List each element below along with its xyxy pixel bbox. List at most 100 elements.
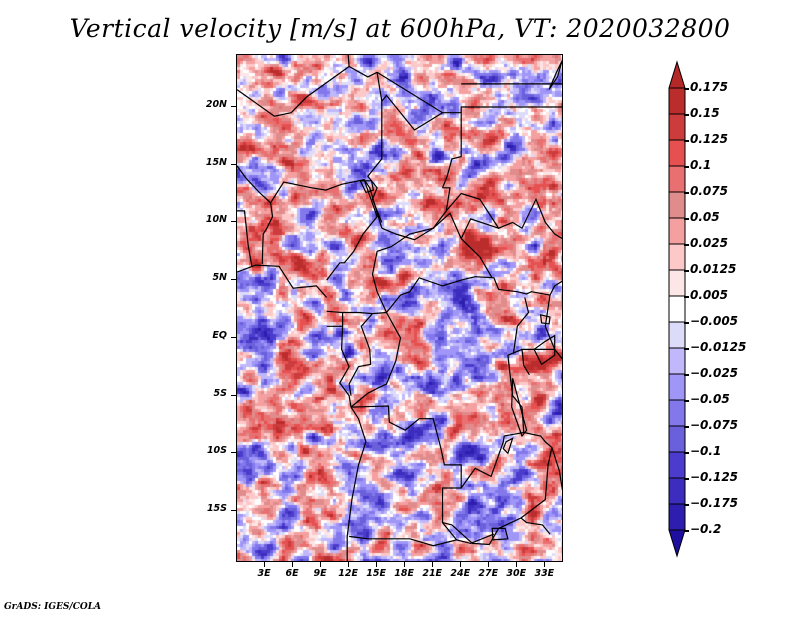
country-border xyxy=(237,264,328,298)
x-tick-label: 12E xyxy=(338,568,358,579)
colorbar-box xyxy=(668,269,686,297)
country-border xyxy=(326,179,378,281)
colorbar-level-label: −0.0125 xyxy=(690,340,747,354)
colorbar-level-label: 0.075 xyxy=(690,184,728,198)
country-border xyxy=(237,210,253,267)
colorbar-level-label: −0.075 xyxy=(690,418,739,432)
colorbar-level-label: 0.0125 xyxy=(690,262,737,276)
colorbar-tick xyxy=(684,348,689,350)
y-tick-label: 15S xyxy=(206,503,227,515)
colorbar-tick xyxy=(684,530,689,532)
colorbar-level-label: 0.175 xyxy=(690,80,728,94)
country-border xyxy=(270,179,383,229)
y-tick-label: 5N xyxy=(212,272,227,284)
colorbar-level-label: 0.125 xyxy=(690,132,728,146)
lake-outline xyxy=(359,180,375,194)
country-border xyxy=(460,106,562,113)
lake-outline xyxy=(491,527,509,541)
country-border xyxy=(460,431,524,489)
colorbar-level-label: −0.025 xyxy=(690,366,739,380)
colorbar-box xyxy=(668,295,686,323)
x-tick-label: 27E xyxy=(478,568,499,579)
colorbar-box xyxy=(668,347,686,375)
colorbar-box xyxy=(668,165,686,193)
colorbar-tick xyxy=(684,88,689,90)
colorbar-tick xyxy=(684,504,689,506)
colorbar-min-triangle xyxy=(668,529,686,558)
colorbar-tick xyxy=(684,270,689,272)
x-tick-label: 15E xyxy=(366,568,386,579)
x-tick xyxy=(264,562,266,567)
chart-title: Vertical velocity [m/s] at 600hPa, VT: 2… xyxy=(69,14,731,43)
grads-credit: GrADS: IGES/COLA xyxy=(4,602,102,612)
country-border xyxy=(348,313,373,396)
lake-outline xyxy=(533,334,556,366)
colorbar-tick xyxy=(684,452,689,454)
colorbar-level-label: 0.1 xyxy=(690,158,712,172)
colorbar-level-label: 0.005 xyxy=(690,288,728,302)
x-tick-label: 6E xyxy=(285,568,299,579)
y-tick xyxy=(231,279,236,281)
colorbar-box xyxy=(668,87,686,115)
colorbar-box xyxy=(668,139,686,167)
x-tick-label: 18E xyxy=(394,568,415,579)
country-border xyxy=(347,55,350,67)
country-border xyxy=(326,310,344,327)
colorbar-box xyxy=(668,373,686,401)
lake-outline xyxy=(539,314,551,325)
y-tick xyxy=(231,163,236,165)
x-tick xyxy=(544,562,546,567)
colorbar-tick xyxy=(684,166,689,168)
colorbar-level-label: −0.2 xyxy=(690,522,722,536)
colorbar-box xyxy=(668,113,686,141)
country-border xyxy=(237,165,274,265)
x-tick xyxy=(348,562,350,567)
map-plot-area xyxy=(236,54,563,562)
y-tick-label: 10N xyxy=(205,214,227,226)
x-tick xyxy=(320,562,322,567)
x-tick xyxy=(460,562,462,567)
colorbar-tick xyxy=(684,426,689,428)
colorbar-box xyxy=(668,477,686,505)
country-border xyxy=(367,72,383,223)
country-border xyxy=(376,71,462,189)
y-tick-label: 20N xyxy=(205,98,227,110)
x-tick xyxy=(516,562,518,567)
y-tick xyxy=(231,452,236,454)
colorbar-box xyxy=(668,191,686,219)
x-tick-label: 9E xyxy=(313,568,327,579)
colorbar-tick xyxy=(684,322,689,324)
country-border xyxy=(349,533,495,547)
x-tick-label: 21E xyxy=(422,568,443,579)
colorbar-max-triangle xyxy=(668,60,686,89)
colorbar-box xyxy=(668,399,686,427)
colorbar-tick xyxy=(684,374,689,376)
colorbar-box xyxy=(668,217,686,245)
lake-outline xyxy=(502,437,514,455)
colorbar-tick xyxy=(684,192,689,194)
country-border xyxy=(460,218,499,239)
colorbar-box xyxy=(668,243,686,271)
country-border xyxy=(346,406,367,561)
x-tick-label: 33E xyxy=(534,568,555,579)
colorbar-level-label: 0.05 xyxy=(690,210,720,224)
country-border xyxy=(554,349,562,360)
x-tick-label: 3E xyxy=(257,568,271,579)
country-borders xyxy=(237,55,562,561)
country-border xyxy=(544,295,556,350)
y-tick xyxy=(231,510,236,512)
y-tick xyxy=(231,105,236,107)
colorbar-tick xyxy=(684,140,689,142)
colorbar-level-label: 0.15 xyxy=(690,106,720,120)
colorbar-tick xyxy=(684,244,689,246)
colorbar-tick xyxy=(684,114,689,116)
x-tick-label: 30E xyxy=(506,568,527,579)
country-border xyxy=(342,311,387,315)
colorbar-box xyxy=(668,451,686,479)
y-tick xyxy=(231,221,236,223)
country-border xyxy=(445,192,562,240)
x-tick xyxy=(292,562,294,567)
y-tick-label: 5S xyxy=(213,387,227,399)
country-border xyxy=(350,312,402,408)
y-tick-label: 10S xyxy=(206,445,227,457)
